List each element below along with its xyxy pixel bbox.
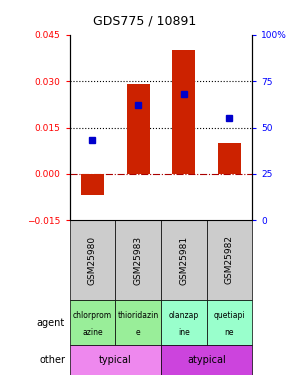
Text: typical: typical [99,355,132,365]
Bar [70,220,115,300]
Bar [115,300,161,345]
Bar [206,220,252,300]
Bar [206,300,252,345]
Text: azine: azine [82,328,103,337]
Text: agent: agent [37,318,65,327]
Bar [218,143,241,174]
Text: chlorprom: chlorprom [73,311,112,320]
Bar [172,50,195,174]
Text: other: other [39,355,65,365]
Text: thioridazin: thioridazin [117,311,159,320]
Text: quetiapi: quetiapi [214,311,245,320]
Text: e: e [136,328,140,337]
Bar [115,220,161,300]
Text: ine: ine [178,328,190,337]
Text: GSM25983: GSM25983 [134,236,143,285]
Text: GSM25982: GSM25982 [225,236,234,285]
Text: olanzap: olanzap [169,311,199,320]
Bar [161,220,206,300]
Bar [70,300,115,345]
Bar [81,174,104,195]
Text: GDS775 / 10891: GDS775 / 10891 [93,15,197,28]
Bar [161,300,206,345]
Text: GSM25980: GSM25980 [88,236,97,285]
Bar [161,345,252,375]
Text: ne: ne [225,328,234,337]
Text: atypical: atypical [187,355,226,365]
Bar [70,345,161,375]
Bar [127,84,150,174]
Text: GSM25981: GSM25981 [179,236,188,285]
